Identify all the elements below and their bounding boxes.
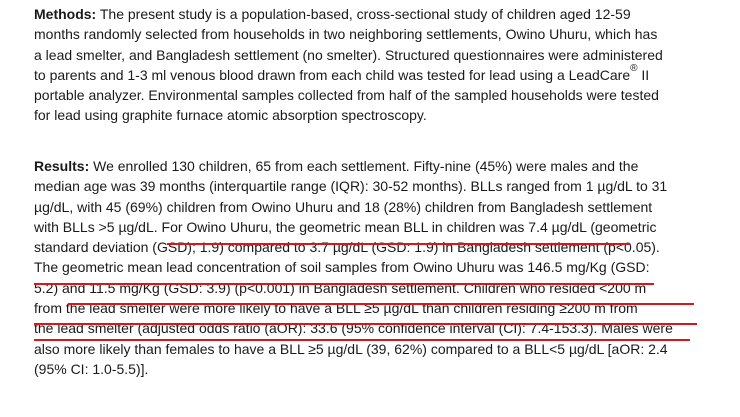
text-line: 5.2) and 11.5 mg/Kg (GSD: 3.9) (p<0.001)… [34,279,647,296]
results-label: Results: [34,158,90,174]
text-line: Results: We enrolled 130 children, 65 fr… [34,158,639,174]
highlight-underline [34,339,690,341]
text-line: standard deviation (GSD); 1.9) compared … [34,239,660,256]
text-line: the lead smelter (adjusted odds ratio (a… [34,320,673,337]
highlight-underline [68,303,694,305]
highlight-underline [34,283,654,285]
text-line: portable analyzer. Environmental samples… [34,87,659,104]
methods-paragraph: Methods: The present study is a populati… [34,4,734,126]
text-line: from the lead smelter were more likely t… [34,300,638,317]
text-line: for lead using graphite furnace atomic a… [34,107,427,124]
methods-label: Methods: [34,6,97,22]
results-paragraph: Results: We enrolled 130 children, 65 fr… [34,156,734,379]
text-line: months randomly selected from households… [34,26,658,43]
text-line: µg/dL, with 45 (69%) children from Owino… [34,198,653,215]
text-line: (95% CI: 1.0-5.5)]. [34,360,149,377]
highlight-underline [34,323,697,325]
text-line: Methods: The present study is a populati… [34,6,631,22]
highlight-underline [167,243,630,245]
text-line: a lead smelter, and Bangladesh settlemen… [34,46,663,63]
text-line: median age was 39 months (interquartile … [34,178,668,195]
text-line: also more likely than females to have a … [34,340,668,357]
registered-trademark-symbol: ® [630,62,638,74]
text-line: to parents and 1-3 ml venous blood drawn… [34,62,650,83]
text-line: The geometric mean lead concentration of… [34,259,650,276]
text-line: with BLLs >5 µg/dL. For Owino Uhuru, the… [34,218,657,235]
